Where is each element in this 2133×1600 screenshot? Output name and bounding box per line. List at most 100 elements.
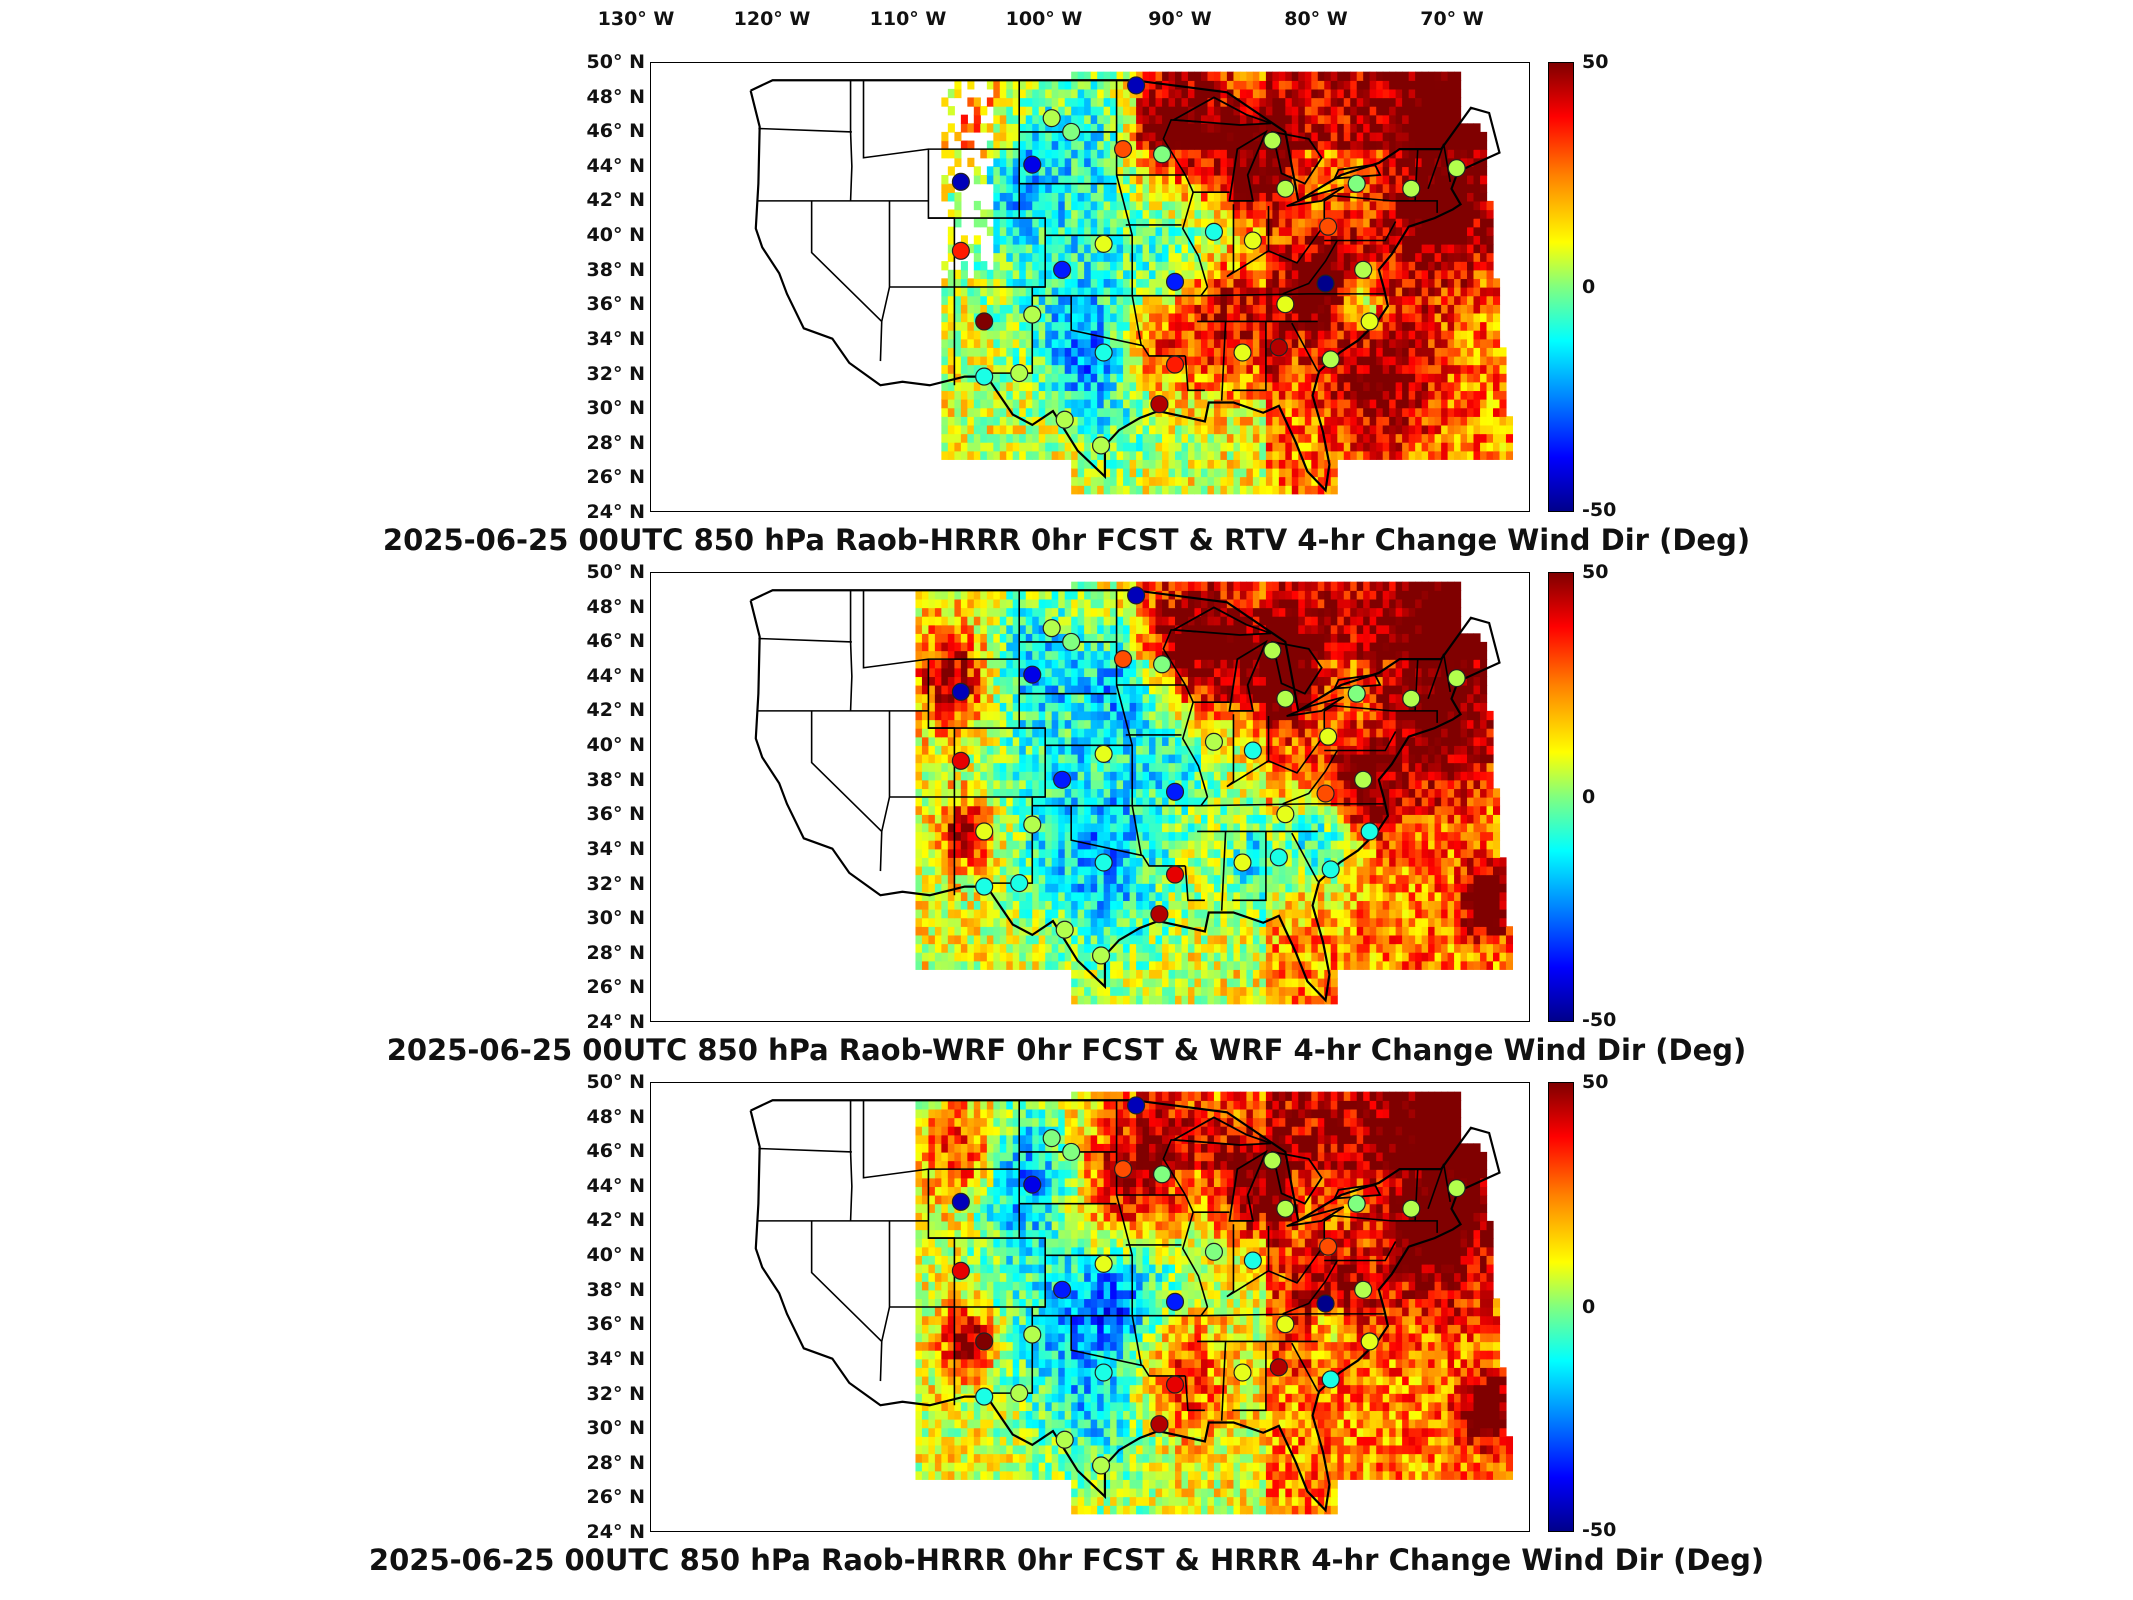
raob-station-marker	[951, 241, 970, 260]
raob-station-marker	[1055, 920, 1074, 939]
raob-station-marker	[951, 172, 970, 191]
raob-station-marker	[951, 751, 970, 770]
raob-station-marker	[975, 312, 994, 331]
lon-label: 130° W	[597, 8, 675, 30]
state-border	[849, 80, 853, 201]
lat-label: 50° N	[586, 561, 645, 583]
raob-station-marker	[1042, 1129, 1061, 1148]
raob-station-marker	[1094, 343, 1113, 362]
lat-label: 46° N	[586, 1140, 645, 1163]
raob-station-marker	[1243, 741, 1262, 760]
state-border	[758, 127, 852, 133]
great-lake	[1228, 1149, 1268, 1222]
great-lake	[1271, 640, 1323, 695]
raob-station-marker	[1165, 1292, 1185, 1311]
raob-station-marker	[1094, 853, 1113, 872]
great-lake	[1286, 186, 1345, 207]
raob-station-marker	[1153, 1165, 1172, 1184]
raob-station-marker	[1204, 1242, 1224, 1261]
state-border	[1070, 805, 1186, 867]
wind-change-field	[915, 1091, 1514, 1515]
lat-label: 46° N	[586, 630, 645, 653]
state-border	[1070, 1315, 1186, 1377]
state-border	[1415, 710, 1438, 723]
coastline	[749, 589, 1501, 1003]
map-frame	[650, 572, 1530, 1022]
map-canvas	[749, 71, 1514, 495]
state-border	[1232, 831, 1267, 902]
state-border	[810, 200, 883, 323]
colorbar-mid-label: 0	[1582, 276, 1596, 298]
raob-station-marker	[1091, 436, 1111, 455]
state-border	[1232, 321, 1267, 392]
state-border	[810, 1220, 883, 1343]
lat-label: 48° N	[586, 85, 645, 108]
raob-station-marker	[1062, 122, 1081, 141]
raob-station-marker	[1023, 305, 1042, 324]
raob-station-marker	[1010, 364, 1029, 383]
raob-station-marker	[1233, 853, 1252, 872]
colorbar-min-label: -50	[1582, 499, 1617, 521]
raob-station-marker	[1165, 272, 1185, 291]
colorbar-mid-label: 0	[1582, 1296, 1596, 1318]
colorbar	[1548, 1082, 1574, 1532]
raob-station-marker	[1243, 1251, 1262, 1270]
lat-label: 30° N	[586, 907, 645, 930]
great-lake	[1286, 696, 1345, 717]
great-lake	[1170, 606, 1272, 636]
great-lake	[1170, 1116, 1272, 1146]
lon-label: 80° W	[1284, 8, 1348, 30]
lat-label: 36° N	[586, 1313, 645, 1336]
raob-station-marker	[1316, 784, 1335, 803]
raob-station-marker	[1023, 1175, 1042, 1194]
raob-station-marker	[1447, 159, 1466, 178]
raob-station-marker	[951, 682, 970, 701]
coastline	[749, 1099, 1501, 1513]
state-border	[1226, 204, 1270, 278]
raob-stations	[951, 586, 1466, 965]
lat-label: 28° N	[586, 941, 645, 964]
state-border	[849, 590, 853, 711]
raob-station-marker	[1319, 727, 1338, 746]
state-border	[1184, 1375, 1205, 1412]
raob-station-marker	[1042, 109, 1061, 128]
state-border	[1282, 240, 1338, 295]
raob-station-marker	[1023, 1325, 1042, 1344]
state-border	[1032, 1313, 1384, 1317]
lat-label: 30° N	[586, 397, 645, 420]
raob-station-marker	[1354, 1280, 1373, 1299]
lat-label: 50° N	[586, 1071, 645, 1093]
raob-station-marker	[1150, 1415, 1169, 1434]
state-border	[849, 1100, 853, 1221]
great-lake	[1228, 129, 1268, 202]
map-frame	[650, 62, 1530, 512]
great-lake	[1271, 130, 1323, 185]
raob-station-marker	[1113, 650, 1133, 669]
raob-station-marker	[1354, 260, 1373, 279]
state-border	[1291, 1342, 1319, 1392]
state-border	[862, 80, 1020, 159]
geography-lines	[749, 589, 1501, 1003]
raob-station-marker	[1062, 1142, 1081, 1161]
raob-stations	[951, 76, 1466, 455]
raob-station-marker	[1055, 1430, 1074, 1449]
raob-station-marker	[1055, 410, 1074, 429]
latitude-axis: 50° N 48° N 46° N 44° N 42° N 40° N 38° N 36° N…	[560, 561, 645, 1033]
raob-station-marker	[1243, 231, 1262, 250]
lon-label: 70° W	[1420, 8, 1484, 30]
raob-station-marker	[1276, 1199, 1295, 1218]
state-border	[1181, 702, 1209, 798]
raob-station-marker	[1094, 1363, 1113, 1382]
great-lake	[1170, 96, 1272, 126]
colorbar-max-label: 50	[1582, 51, 1609, 73]
state-border	[810, 710, 883, 833]
raob-station-marker	[1023, 815, 1042, 834]
raob-station-marker	[1276, 805, 1295, 824]
map-frame	[650, 1082, 1530, 1532]
lat-label: 38° N	[586, 258, 645, 281]
raob-station-marker	[1053, 1280, 1072, 1299]
raob-station-marker	[1165, 1375, 1185, 1394]
raob-station-marker	[1269, 1358, 1288, 1377]
raob-station-marker	[1276, 1315, 1295, 1334]
lon-label: 100° W	[1005, 8, 1083, 30]
